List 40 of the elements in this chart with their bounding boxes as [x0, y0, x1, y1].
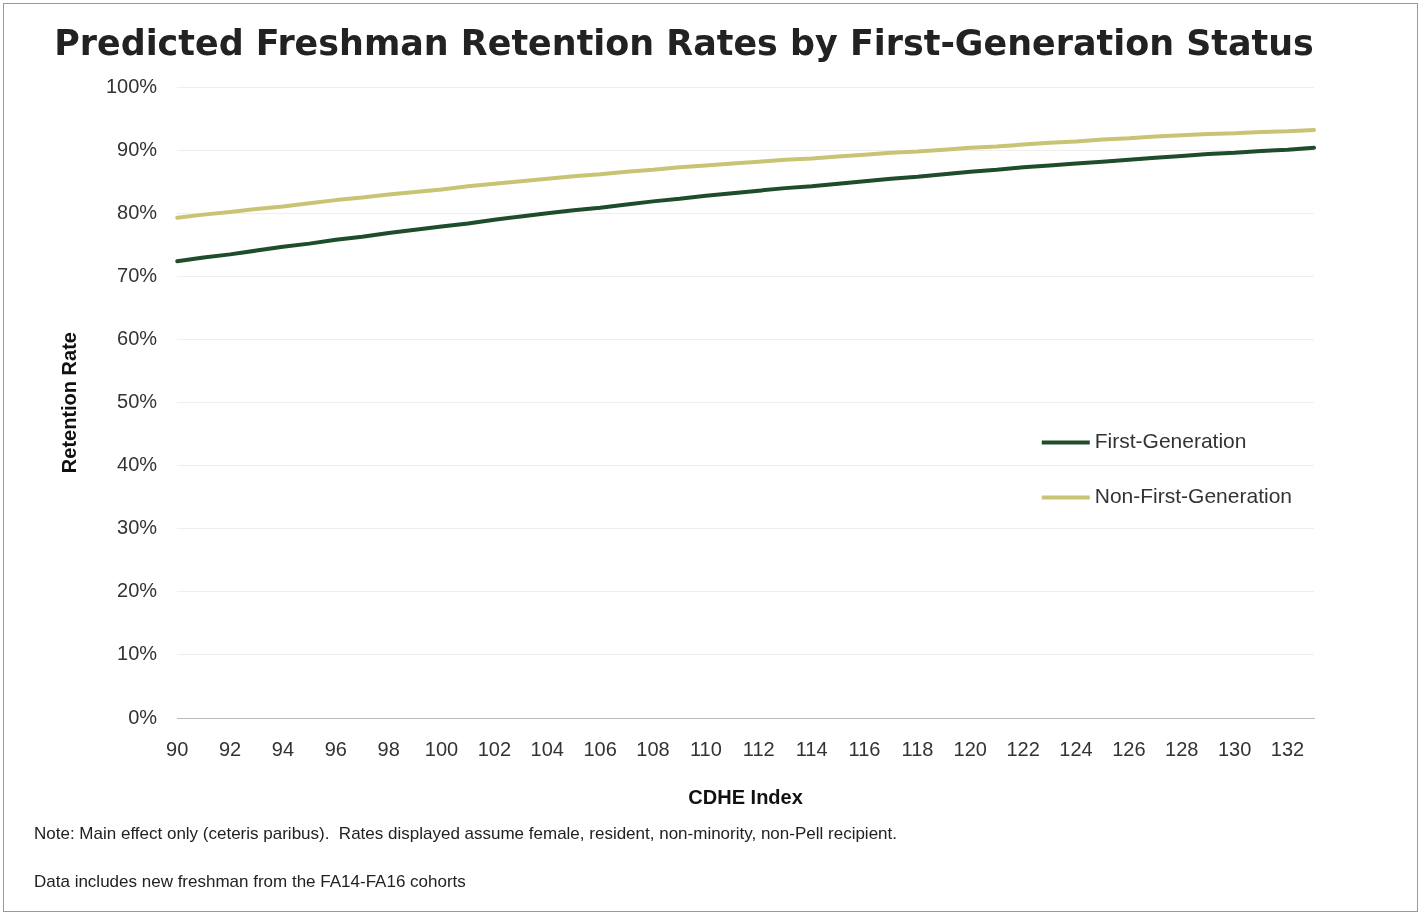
y-tick-label: 0%	[128, 705, 158, 728]
x-tick-label: 130	[1218, 737, 1252, 760]
y-tick-label: 60%	[117, 327, 158, 350]
x-tick-label: 104	[530, 737, 564, 760]
x-tick-label: 94	[271, 737, 295, 760]
legend-label: First-Generation	[1094, 429, 1247, 453]
x-tick-label: 114	[795, 737, 828, 760]
x-tick-label: 132	[1270, 737, 1305, 760]
x-tick-label: 120	[953, 737, 987, 760]
x-tick-label: 100	[424, 737, 459, 760]
x-tick-label: 124	[1059, 737, 1093, 760]
text: Data includes new freshman from the FA14-FA16 cohorts	[34, 872, 467, 892]
x-axis-title: CDHE Index	[688, 785, 803, 808]
legend-label: Non-First-Generation	[1094, 484, 1292, 508]
text: Note: Main effect only (ceteris paribus). Rates displayed assume female, resident, non-minority, non-Pell recipient.	[34, 824, 897, 844]
x-tick-label: 108	[636, 737, 670, 760]
x-tick-label: 102	[477, 737, 512, 760]
x-tick-label: 128	[1165, 737, 1199, 760]
x-tick-label: 106	[583, 737, 617, 760]
y-tick-label: 70%	[117, 263, 158, 286]
x-tick-label: 98	[377, 737, 400, 760]
x-tick-label: 96	[324, 737, 347, 760]
chart-title: Predicted Freshman Retention Rates by First-Generation Status	[54, 21, 1314, 64]
y-tick-label: 10%	[117, 642, 158, 665]
y-tick-label: 90%	[117, 137, 158, 160]
x-tick-label: 118	[901, 737, 934, 760]
y-tick-label: 20%	[117, 579, 158, 602]
x-tick-label: 110	[689, 737, 722, 760]
y-tick-label: 100%	[106, 74, 158, 97]
y-tick-label: 40%	[117, 453, 158, 476]
x-tick-label: 122	[1006, 737, 1040, 760]
x-tick-label: 116	[848, 737, 881, 760]
x-tick-label: 112	[742, 737, 775, 760]
y-axis-title: Retention Rate	[57, 332, 80, 474]
x-tick-label: 92	[218, 737, 242, 760]
x-tick-label: 90	[166, 737, 189, 760]
y-tick-label: 80%	[117, 200, 158, 223]
y-tick-label: 50%	[117, 390, 158, 413]
x-tick-label: 126	[1112, 737, 1146, 760]
y-tick-label: 30%	[117, 516, 158, 539]
